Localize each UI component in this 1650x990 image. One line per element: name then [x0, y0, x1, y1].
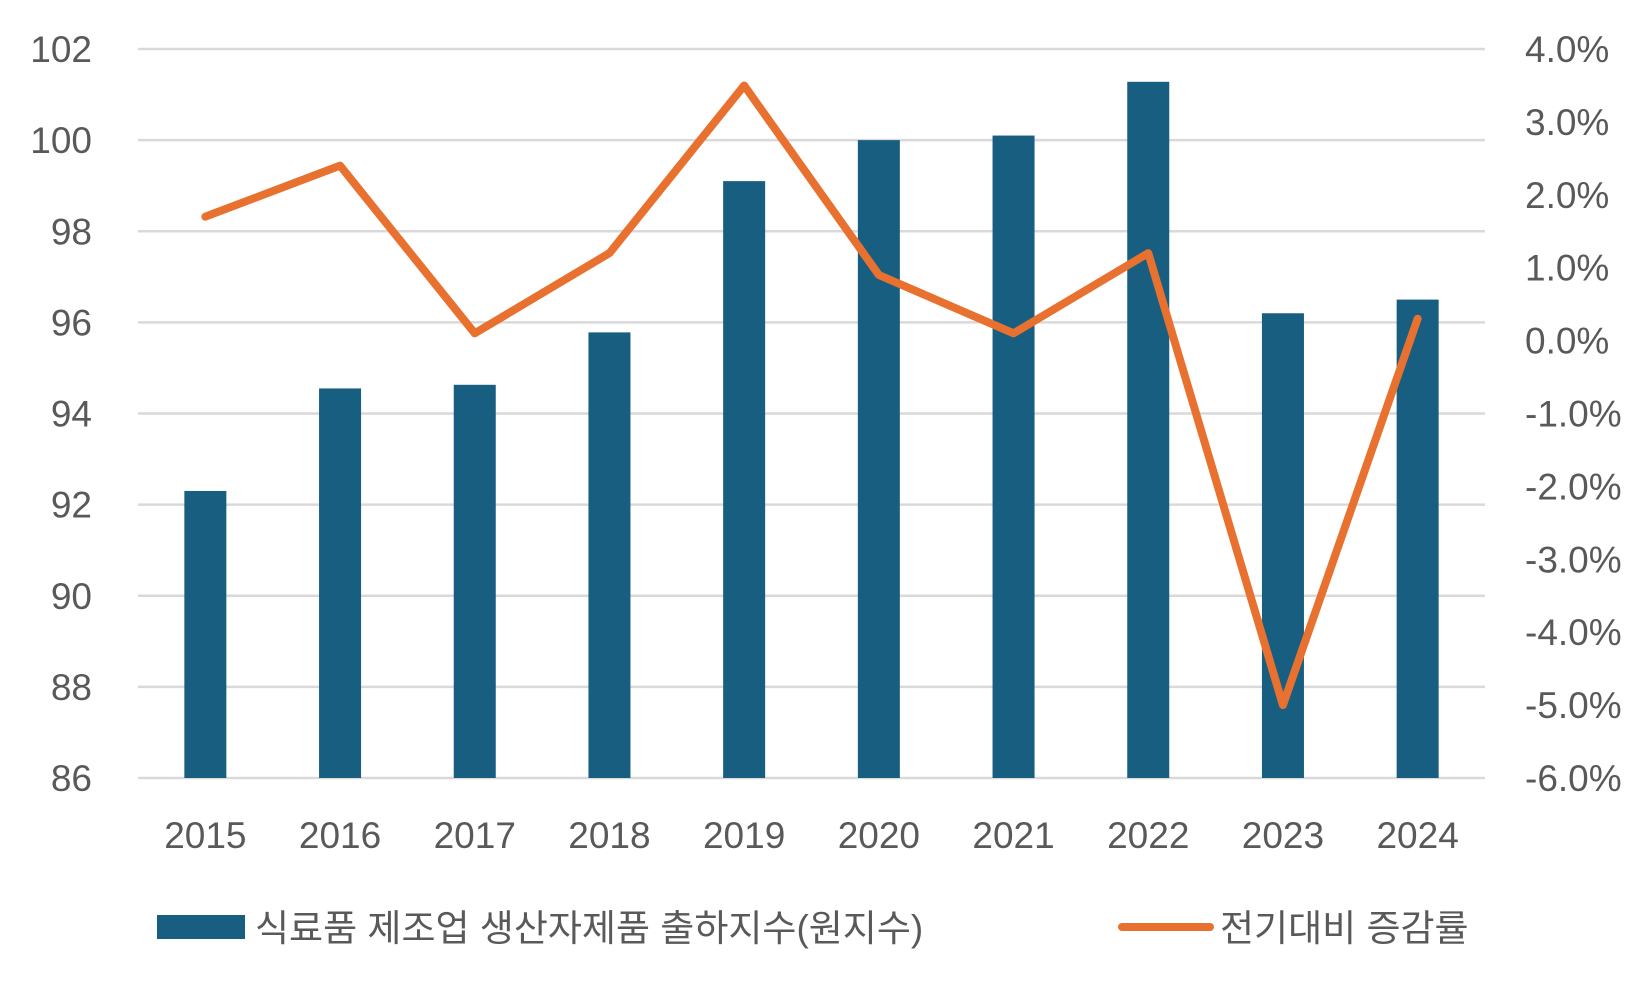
x-axis-tick-label: 2018 — [568, 815, 650, 856]
bar-2016 — [319, 388, 362, 778]
bar-2015 — [184, 490, 227, 778]
right-axis-tick-label: -6.0% — [1525, 758, 1622, 799]
line-series — [201, 81, 1422, 710]
left-axis-labels: 86 88 90 92 94 96 98 100 102 — [30, 29, 92, 799]
left-axis-tick-label: 100 — [30, 120, 92, 161]
bar-2024 — [1396, 299, 1439, 778]
left-axis-tick-label: 102 — [30, 29, 92, 70]
bar-2019 — [723, 181, 766, 779]
right-axis-labels: -6.0% -5.0% -4.0% -3.0% -2.0% -1.0% 0.0% 1.0% 2.… — [1525, 29, 1622, 799]
right-axis-tick-label: 1.0% — [1525, 248, 1609, 289]
bar-2021 — [992, 135, 1035, 779]
bar-2017 — [453, 384, 496, 778]
x-axis-tick-label: 2019 — [703, 815, 785, 856]
legend-label-line: 전기대비 증감률 — [1220, 908, 1469, 949]
x-axis-tick-label: 2021 — [972, 815, 1054, 856]
x-axis-tick-label: 2023 — [1242, 815, 1324, 856]
left-axis-tick-label: 86 — [51, 758, 92, 799]
legend-swatch-bar — [157, 915, 245, 939]
x-axis-tick-label: 2017 — [434, 815, 516, 856]
x-axis-tick-label: 2020 — [838, 815, 920, 856]
right-axis-tick-label: -1.0% — [1525, 394, 1622, 435]
gridlines — [138, 47, 1485, 780]
bar-2022 — [1127, 81, 1170, 779]
right-axis-tick-label: 3.0% — [1525, 102, 1609, 143]
right-axis-tick-label: -5.0% — [1525, 685, 1622, 726]
bar-2020 — [857, 140, 900, 778]
x-axis-tick-label: 2024 — [1376, 815, 1458, 856]
x-axis-labels: 2015 2016 2017 2018 2019 2020 2021 2022 2023 2024 — [164, 815, 1459, 856]
left-axis-tick-label: 98 — [51, 211, 92, 252]
legend-label-bar: 식료품 제조업 생산자제품 출하지수(원지수) — [255, 908, 923, 949]
right-axis-tick-label: -2.0% — [1525, 466, 1622, 507]
bar-2018 — [588, 332, 631, 778]
left-axis-tick-label: 88 — [51, 667, 92, 708]
bar-series — [184, 81, 1439, 779]
right-axis-tick-label: -4.0% — [1525, 612, 1622, 653]
x-axis-tick-label: 2016 — [299, 815, 381, 856]
left-axis-tick-label: 92 — [51, 485, 92, 526]
right-axis-tick-label: 4.0% — [1525, 29, 1609, 70]
right-axis-tick-label: -3.0% — [1525, 539, 1622, 580]
x-axis-tick-label: 2022 — [1107, 815, 1189, 856]
right-axis-tick-label: 0.0% — [1525, 321, 1609, 362]
growth-rate-line — [201, 81, 1422, 710]
left-axis-tick-label: 96 — [51, 302, 92, 343]
left-axis-tick-label: 90 — [51, 576, 92, 617]
left-axis-tick-label: 94 — [51, 394, 92, 435]
x-axis-tick-label: 2015 — [164, 815, 246, 856]
right-axis-tick-label: 2.0% — [1525, 175, 1609, 216]
legend: 식료품 제조업 생산자제품 출하지수(원지수) 전기대비 증감률 — [157, 908, 1469, 949]
